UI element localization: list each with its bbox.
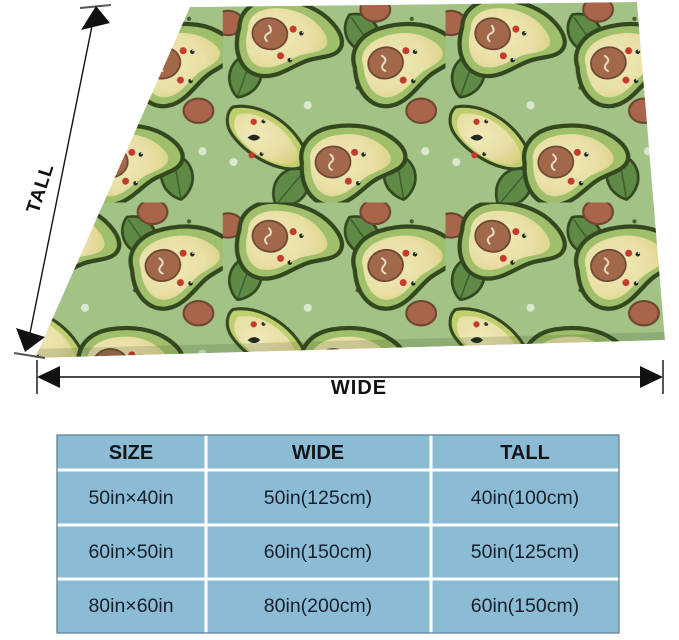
svg-text:WIDE: WIDE bbox=[292, 442, 344, 464]
svg-text:40in(100cm): 40in(100cm) bbox=[471, 487, 579, 509]
svg-text:SIZE: SIZE bbox=[109, 442, 153, 464]
svg-text:80in×60in: 80in×60in bbox=[88, 595, 173, 617]
svg-text:60in(150cm): 60in(150cm) bbox=[471, 595, 579, 617]
svg-text:60in×50in: 60in×50in bbox=[88, 541, 173, 563]
svg-text:WIDE: WIDE bbox=[331, 377, 387, 399]
svg-text:TALL: TALL bbox=[500, 442, 550, 464]
svg-text:60in(150cm): 60in(150cm) bbox=[264, 541, 372, 563]
svg-text:50in×40in: 50in×40in bbox=[88, 487, 173, 509]
svg-text:50in(125cm): 50in(125cm) bbox=[471, 541, 579, 563]
svg-text:80in(200cm): 80in(200cm) bbox=[264, 595, 372, 617]
svg-text:TALL: TALL bbox=[23, 161, 59, 216]
svg-text:50in(125cm): 50in(125cm) bbox=[264, 487, 372, 509]
